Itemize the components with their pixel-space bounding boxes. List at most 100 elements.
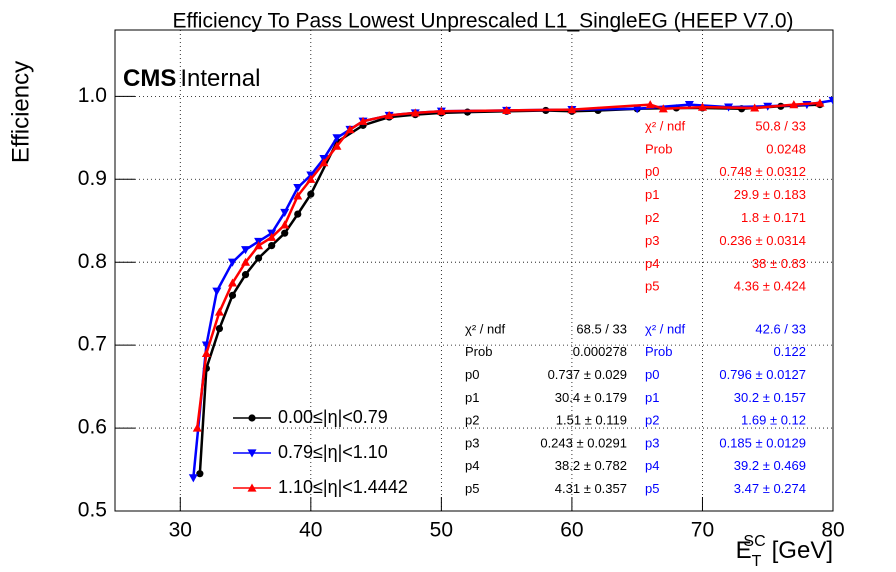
stat-label: p5 <box>465 481 479 496</box>
point <box>227 258 237 267</box>
point <box>241 246 251 255</box>
badge: CMS Internal <box>123 65 260 92</box>
stat-label: p3 <box>645 233 659 248</box>
point <box>241 257 251 266</box>
x-tick-label: 50 <box>430 519 453 542</box>
stat-label: p5 <box>645 481 659 496</box>
point <box>436 106 446 115</box>
point <box>345 125 355 134</box>
stat-label: p0 <box>645 367 659 382</box>
stat-label: χ² / ndf <box>645 321 685 336</box>
point <box>828 96 833 105</box>
point <box>384 110 394 120</box>
point <box>192 423 202 432</box>
x-label-base: E <box>736 537 752 564</box>
stat-value: 30.4 ± 0.179 <box>555 390 627 405</box>
stat-label: p1 <box>645 187 659 202</box>
legend-label: 0.79≤|η|<1.10 <box>278 442 388 462</box>
point <box>188 474 198 483</box>
stat-value: 4.36 ± 0.424 <box>734 279 806 294</box>
stat-value: 0.000278 <box>573 344 627 359</box>
point <box>267 232 277 241</box>
stat-value: 30.2 ± 0.157 <box>734 390 806 405</box>
point <box>212 287 222 296</box>
x-tick-label: 60 <box>560 519 583 542</box>
point <box>214 307 224 316</box>
stat-value: 38.2 ± 0.782 <box>555 458 627 473</box>
x-tick-label: 30 <box>169 519 192 542</box>
legend-marker <box>248 414 256 422</box>
y-tick-label: 0.5 <box>78 499 107 522</box>
point <box>645 100 655 109</box>
point <box>684 101 694 110</box>
point <box>196 470 204 478</box>
stat-label: p1 <box>645 390 659 405</box>
stat-value: 0.236 ± 0.0314 <box>719 233 806 248</box>
point <box>332 141 342 150</box>
stat-value: 0.737 ± 0.029 <box>548 367 627 382</box>
point <box>241 271 250 279</box>
point <box>307 190 315 198</box>
badge-cms: CMS <box>123 65 176 92</box>
stat-label: Prob <box>645 344 672 359</box>
point <box>280 220 290 229</box>
point <box>228 291 237 299</box>
y-tick-label: 0.8 <box>78 250 107 273</box>
stat-label: Prob <box>645 141 672 156</box>
point <box>280 208 290 217</box>
badge-internal: Internal <box>180 65 260 92</box>
legend-label: 0.00≤|η|<0.79 <box>278 407 388 427</box>
point <box>658 104 668 113</box>
stat-value: 4.31 ± 0.357 <box>555 481 627 496</box>
point <box>293 183 303 193</box>
point <box>815 98 825 107</box>
stat-label: Prob <box>465 344 492 359</box>
point <box>281 229 289 237</box>
stat-label: p5 <box>645 279 659 294</box>
stat-value: 50.8 / 33 <box>755 118 806 133</box>
x-label-unit: [GeV] <box>772 537 833 564</box>
y-axis-label: Efficiency <box>7 61 34 163</box>
stat-label: p3 <box>465 435 479 450</box>
stat-value: 1.8 ± 0.171 <box>741 210 806 225</box>
point <box>294 210 302 218</box>
point <box>632 105 642 114</box>
stat-value: 0.243 ± 0.0291 <box>540 435 627 450</box>
stat-value: 0.796 ± 0.0127 <box>719 367 806 382</box>
point <box>697 102 707 111</box>
point <box>306 174 316 183</box>
stat-label: p2 <box>465 413 479 428</box>
stat-value: 0.122 <box>773 344 806 359</box>
x-tick-label: 70 <box>691 519 714 542</box>
stat-label: p0 <box>465 367 479 382</box>
legend-marker <box>247 483 257 492</box>
stat-label: p4 <box>645 458 659 473</box>
stat-value: 0.185 ± 0.0129 <box>719 435 806 450</box>
plot-area <box>188 96 833 483</box>
point <box>254 241 264 250</box>
stat-value: 1.69 ± 0.12 <box>741 413 806 428</box>
stat-label: p4 <box>645 256 659 271</box>
stat-label: p1 <box>465 390 479 405</box>
x-tick-label: 80 <box>821 519 844 542</box>
point <box>410 108 420 117</box>
point <box>268 242 276 250</box>
point <box>502 105 512 115</box>
point <box>255 254 263 262</box>
stat-label: p2 <box>645 413 659 428</box>
x-tick-label: 40 <box>299 519 322 542</box>
stat-value: 29.9 ± 0.183 <box>734 187 806 202</box>
y-tick-label: 1.0 <box>78 84 107 107</box>
stat-value: 0.748 ± 0.0312 <box>719 164 806 179</box>
stat-label: χ² / ndf <box>645 118 685 133</box>
point <box>215 324 224 333</box>
stat-label: p2 <box>645 210 659 225</box>
point <box>227 278 237 287</box>
stat-label: p3 <box>645 435 659 450</box>
legend-label: 1.10≤|η|<1.4442 <box>278 477 408 497</box>
plot-frame <box>114 29 834 512</box>
legend-marker <box>247 449 257 458</box>
stat-value: 3.47 ± 0.274 <box>734 481 806 496</box>
